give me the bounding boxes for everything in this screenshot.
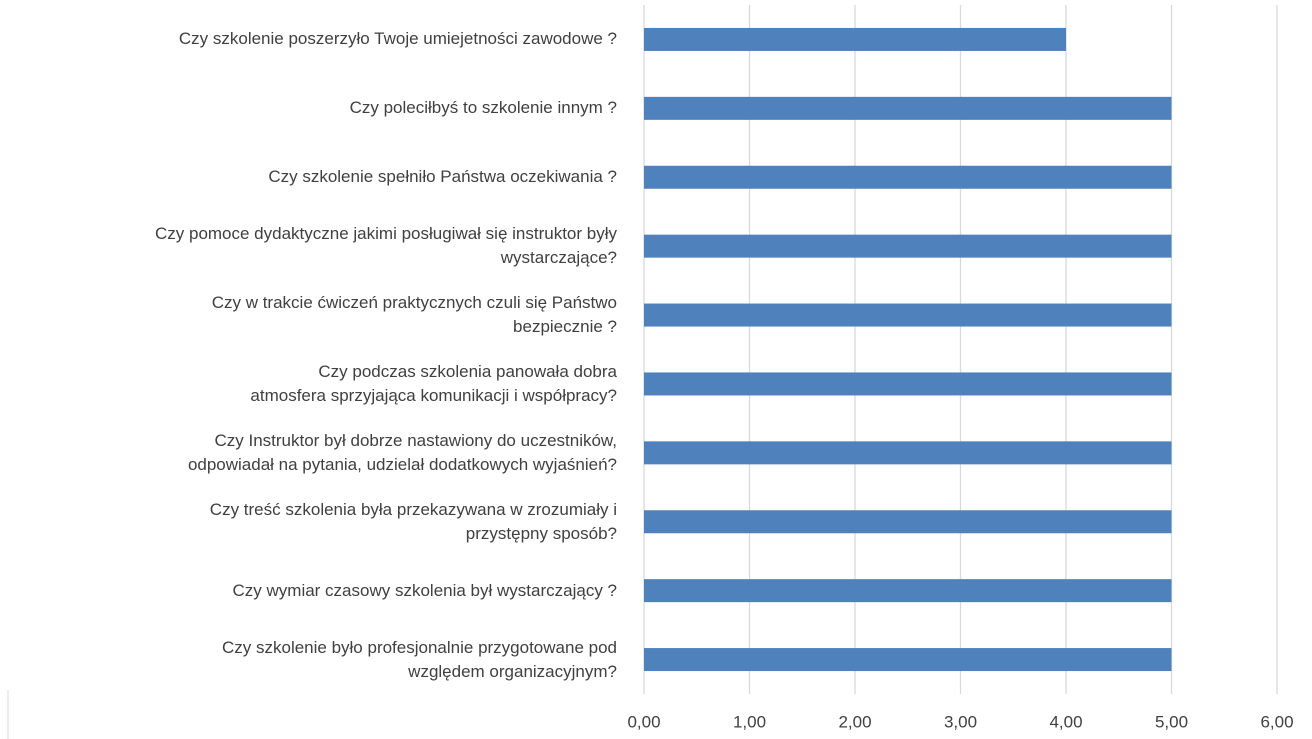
y-tick-label: Czy Instruktor był dobrze nastawiony do … — [187, 430, 617, 474]
bar — [644, 27, 1066, 51]
bar — [644, 96, 1172, 120]
y-tick-label: Czy szkolenie poszerzyło Twoje umiejetno… — [178, 29, 617, 49]
bar — [644, 165, 1172, 189]
y-tick-label: Czy pomoce dydaktyczne jakimi posługiwał… — [154, 224, 617, 268]
y-tick-label: Czy treść szkolenia była przekazywana w … — [209, 499, 617, 543]
x-tick-label: 5,00 — [1155, 712, 1188, 731]
x-tick-label: 3,00 — [944, 712, 977, 731]
x-tick-label: 6,00 — [1260, 712, 1293, 731]
y-tick-label: Czy w trakcie ćwiczeń praktycznych czuli… — [211, 293, 617, 337]
x-tick-label: 1,00 — [733, 712, 766, 731]
bar — [644, 234, 1172, 258]
y-tick-label: Czy szkolenie spełniło Państwa oczekiwan… — [268, 167, 617, 187]
y-tick-label: Czy poleciłbyś to szkolenie innym ? — [349, 98, 617, 118]
bar — [644, 441, 1172, 465]
bar — [644, 510, 1172, 534]
x-tick-label: 4,00 — [1049, 712, 1082, 731]
bar — [644, 303, 1172, 327]
bar — [644, 579, 1172, 603]
x-tick-label: 2,00 — [838, 712, 871, 731]
bar — [644, 372, 1172, 396]
y-tick-label: Czy podczas szkolenia panowała dobra atm… — [250, 361, 617, 405]
x-tick-label: 0,00 — [627, 712, 660, 731]
y-tick-label: Czy wymiar czasowy szkolenia był wystarc… — [232, 580, 618, 600]
bar — [644, 648, 1172, 672]
y-tick-label: Czy szkolenie było profesjonalnie przygo… — [221, 637, 617, 681]
